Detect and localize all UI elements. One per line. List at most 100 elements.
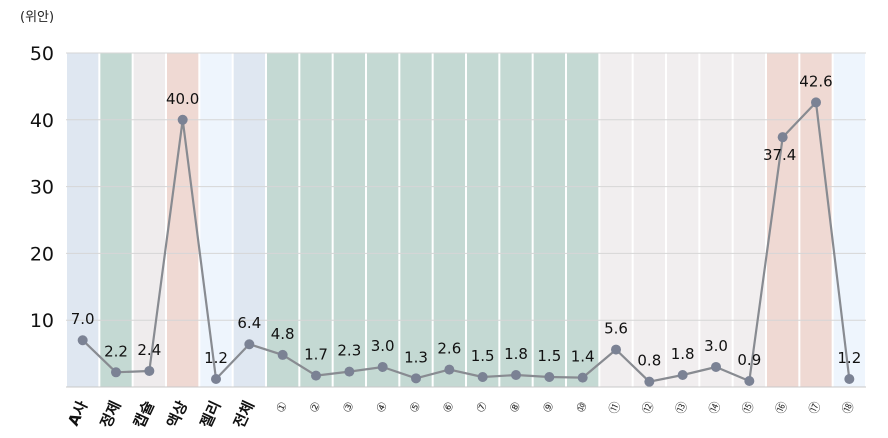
x-tick-label: ⑰	[806, 399, 824, 416]
y-axis-ticks: 10 20 30 40 50	[30, 43, 54, 332]
data-point	[244, 339, 255, 350]
data-point	[611, 344, 621, 355]
category-band	[233, 53, 265, 387]
x-tick-label: ②	[306, 399, 323, 415]
data-label: 37.4	[763, 146, 796, 164]
data-point	[311, 370, 321, 381]
x-tick-label: ⑦	[473, 399, 490, 415]
series-polyline	[81, 101, 851, 383]
x-tick-label: ⑮	[739, 399, 757, 416]
unit-label: (위안)	[20, 10, 54, 25]
category-band	[600, 53, 632, 387]
data-label: 1.2	[204, 349, 228, 367]
category-band	[167, 53, 199, 387]
data-points	[77, 97, 855, 387]
data-point	[644, 376, 655, 387]
data-label: 2.4	[137, 341, 161, 359]
data-label: 5.6	[604, 320, 628, 338]
category-band	[67, 53, 99, 387]
category-band	[100, 53, 132, 387]
data-point	[277, 349, 288, 360]
category-band	[833, 53, 865, 387]
y-tick-label: 50	[30, 43, 54, 65]
category-band	[300, 53, 332, 387]
data-label: 1.8	[504, 345, 528, 363]
category-band	[567, 53, 599, 387]
data-label: 0.8	[637, 352, 661, 370]
category-band	[700, 53, 732, 387]
data-point	[811, 97, 821, 108]
x-tick-label: ⑭	[706, 399, 724, 416]
data-point	[144, 365, 155, 376]
category-bands	[67, 53, 865, 387]
category-band	[533, 53, 565, 387]
data-label: 1.3	[404, 348, 428, 366]
data-label: 3.0	[704, 337, 728, 355]
data-point	[177, 114, 188, 125]
data-point	[211, 373, 221, 384]
data-point	[744, 375, 755, 386]
data-point	[377, 361, 388, 372]
y-tick-label: 20	[30, 243, 54, 265]
x-tick-label: 캡슐	[130, 398, 158, 431]
x-tick-label: ⑨	[540, 399, 557, 415]
data-point	[677, 369, 688, 380]
data-point	[777, 132, 788, 143]
category-band	[367, 53, 399, 387]
data-label: 3.0	[371, 337, 395, 355]
x-tick-label: 액상	[163, 398, 191, 431]
category-band	[133, 53, 165, 387]
x-tick-label: ⑱	[839, 399, 857, 416]
x-tick-label: ⑤	[406, 399, 423, 415]
x-tick-label: 전체	[230, 398, 258, 431]
data-point	[511, 369, 521, 380]
data-point	[344, 366, 355, 377]
x-tick-label: 정제	[97, 398, 125, 431]
data-label: 1.5	[537, 347, 561, 365]
category-band	[333, 53, 365, 387]
data-point	[844, 373, 855, 384]
data-label: 1.7	[304, 346, 328, 364]
data-label: 1.2	[837, 349, 861, 367]
series-line	[81, 101, 851, 383]
x-tick-label: ⑬	[673, 399, 691, 416]
y-tick-label: 10	[30, 310, 54, 332]
data-point	[411, 373, 421, 384]
data-point	[577, 372, 588, 383]
category-band	[667, 53, 699, 387]
category-band	[467, 53, 499, 387]
data-label: 0.9	[737, 351, 761, 369]
data-point	[544, 371, 555, 382]
data-label: 7.0	[71, 310, 95, 328]
data-point	[111, 367, 121, 378]
x-tick-label: ⑥	[440, 399, 457, 415]
category-band	[733, 53, 765, 387]
data-point	[711, 361, 721, 372]
x-tick-label: ⑧	[506, 399, 523, 415]
x-tick-label: 젤리	[197, 398, 225, 431]
data-label: 1.8	[671, 345, 695, 363]
category-band	[200, 53, 232, 387]
data-label: 2.6	[437, 340, 461, 358]
category-band	[633, 53, 665, 387]
data-point	[444, 364, 455, 375]
x-tick-label: ⑩	[573, 399, 590, 415]
data-label: 2.3	[337, 342, 361, 360]
category-band	[400, 53, 432, 387]
data-label: 4.8	[271, 325, 295, 343]
data-labels: 7.0 2.2 2.4 40.0 1.2 6.4 4.8 1.7 2.3 3.0 1.3 2.6 1.5…	[71, 72, 862, 369]
data-point	[477, 371, 488, 382]
category-band	[500, 53, 532, 387]
x-tick-label: ③	[340, 399, 357, 415]
category-band	[433, 53, 465, 387]
data-label: 1.4	[571, 348, 595, 366]
data-label: 42.6	[799, 72, 832, 90]
y-tick-label: 30	[30, 177, 54, 199]
x-tick-label: ⑫	[639, 399, 657, 416]
data-label: 40.0	[166, 90, 199, 108]
x-tick-label: ⑪	[606, 399, 624, 416]
category-band	[267, 53, 299, 387]
data-label: 1.5	[471, 347, 495, 365]
y-tick-label: 40	[30, 110, 54, 132]
x-tick-label: A사	[64, 398, 91, 429]
